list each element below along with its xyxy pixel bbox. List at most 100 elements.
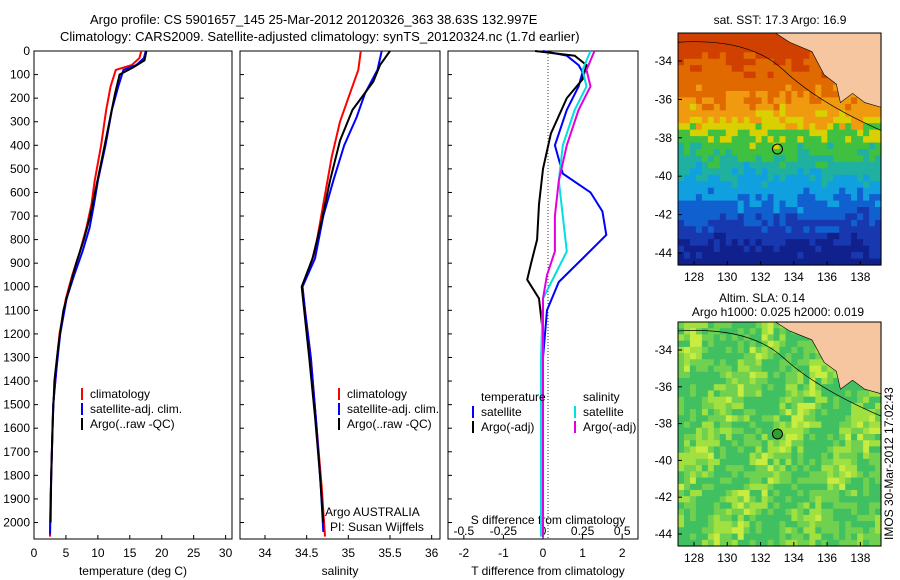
map-cell (743, 365, 751, 373)
map-cell (684, 136, 691, 144)
map-cell (809, 514, 816, 522)
map-cell (755, 539, 763, 547)
map-cell (857, 396, 864, 404)
map-cell (857, 415, 864, 423)
map-cell (707, 390, 715, 398)
map-cell (731, 496, 739, 503)
map-cell (773, 45, 781, 53)
map-cell (845, 402, 852, 410)
map-cell (833, 168, 840, 176)
map-cell (869, 427, 876, 435)
map-cell (689, 161, 697, 169)
series-line (301, 50, 362, 537)
x-tick-label: 34 (258, 546, 272, 560)
map-cell (761, 477, 769, 485)
map-cell (851, 483, 858, 491)
map-cell (821, 365, 828, 373)
map-cell (678, 58, 685, 66)
map-cell (725, 136, 733, 144)
map-cell (737, 452, 745, 460)
map-cell (684, 245, 691, 253)
map-cell (791, 409, 798, 416)
map-cell (701, 142, 709, 150)
map-cell (827, 421, 834, 429)
map-cell (809, 365, 816, 373)
map-cell (731, 452, 739, 460)
map-cell (803, 226, 810, 234)
map-cell (719, 149, 727, 156)
map-cell (707, 434, 715, 441)
map-cell (713, 116, 721, 124)
map-cell (839, 213, 846, 221)
map-cell (701, 45, 709, 53)
map-cell (821, 232, 828, 240)
map-cell (839, 103, 846, 111)
map-cell (833, 91, 840, 98)
map-cell (725, 440, 733, 447)
map-cell (725, 396, 733, 404)
map-cell (678, 322, 685, 329)
map-cell (689, 365, 697, 373)
map-cell (767, 142, 775, 150)
map-cell (845, 409, 852, 416)
map-cell (857, 471, 864, 479)
map-cell (791, 452, 798, 460)
map-cell (743, 33, 751, 40)
map-cell (731, 258, 739, 266)
map-cell (821, 129, 828, 137)
map-cell (815, 539, 822, 547)
map-cell (695, 378, 703, 385)
map-cell (857, 434, 864, 441)
map-cell (719, 521, 727, 528)
map-cell (815, 458, 822, 466)
map-cell (761, 181, 769, 189)
map-cell (678, 514, 685, 522)
map-cell (731, 514, 739, 522)
map-cell (761, 103, 769, 111)
map-cell (869, 155, 876, 163)
map-y-tick-label: -42 (655, 208, 673, 222)
map-cell (731, 65, 739, 73)
map-cell (743, 187, 751, 195)
map-cell (743, 440, 751, 447)
map-cell (821, 155, 828, 163)
map-cell (719, 421, 727, 429)
map-cell (851, 149, 858, 156)
map-cell (827, 187, 834, 195)
map-cell (695, 458, 703, 466)
map-cell (749, 213, 757, 221)
map-cell (713, 434, 721, 441)
map-cell (695, 129, 703, 137)
map-cell (869, 213, 876, 221)
map-cell (803, 502, 810, 510)
map-cell (707, 110, 715, 118)
map-cell (684, 123, 691, 131)
map-cell (845, 440, 852, 447)
map-cell (779, 232, 787, 240)
map-cell (755, 39, 763, 47)
map-cell (749, 465, 757, 472)
map-cell (755, 45, 763, 53)
map-cell (743, 103, 751, 111)
map-cell (797, 52, 804, 60)
map-cell (827, 252, 834, 260)
map-cell (785, 97, 793, 105)
x-tick-label: 36 (425, 546, 439, 560)
map-cell (791, 110, 798, 118)
map-cell (743, 129, 751, 137)
map-cell (725, 33, 733, 40)
map-cell (725, 45, 733, 53)
map-cell (809, 390, 816, 398)
map-cell (701, 78, 709, 86)
map-cell (779, 384, 787, 391)
map-cell (743, 322, 751, 329)
map-cell (695, 421, 703, 429)
map-cell (791, 187, 798, 195)
x-tick-label: -1 (498, 546, 509, 560)
map-cell (725, 149, 733, 156)
s-diff-tick-label: 0.5 (614, 524, 631, 538)
map-cell (761, 434, 769, 441)
map-cell (749, 539, 757, 547)
map-cell (779, 213, 787, 221)
map-cell (701, 427, 709, 435)
